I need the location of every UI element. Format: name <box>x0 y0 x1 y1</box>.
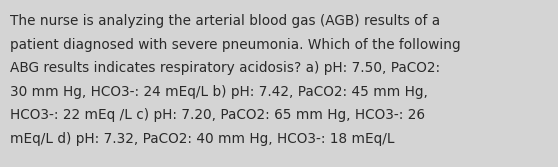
Text: HCO3-: 22 mEq /L c) pH: 7.20, PaCO2: 65 mm Hg, HCO3-: 26: HCO3-: 22 mEq /L c) pH: 7.20, PaCO2: 65 … <box>10 108 425 122</box>
Text: The nurse is analyzing the arterial blood gas (AGB) results of a: The nurse is analyzing the arterial bloo… <box>10 14 440 28</box>
Text: ABG results indicates respiratory acidosis? a) pH: 7.50, PaCO2:: ABG results indicates respiratory acidos… <box>10 61 440 75</box>
Text: patient diagnosed with severe pneumonia. Which of the following: patient diagnosed with severe pneumonia.… <box>10 38 460 51</box>
Text: mEq/L d) pH: 7.32, PaCO2: 40 mm Hg, HCO3-: 18 mEq/L: mEq/L d) pH: 7.32, PaCO2: 40 mm Hg, HCO3… <box>10 131 395 145</box>
Text: 30 mm Hg, HCO3-: 24 mEq/L b) pH: 7.42, PaCO2: 45 mm Hg,: 30 mm Hg, HCO3-: 24 mEq/L b) pH: 7.42, P… <box>10 85 428 99</box>
